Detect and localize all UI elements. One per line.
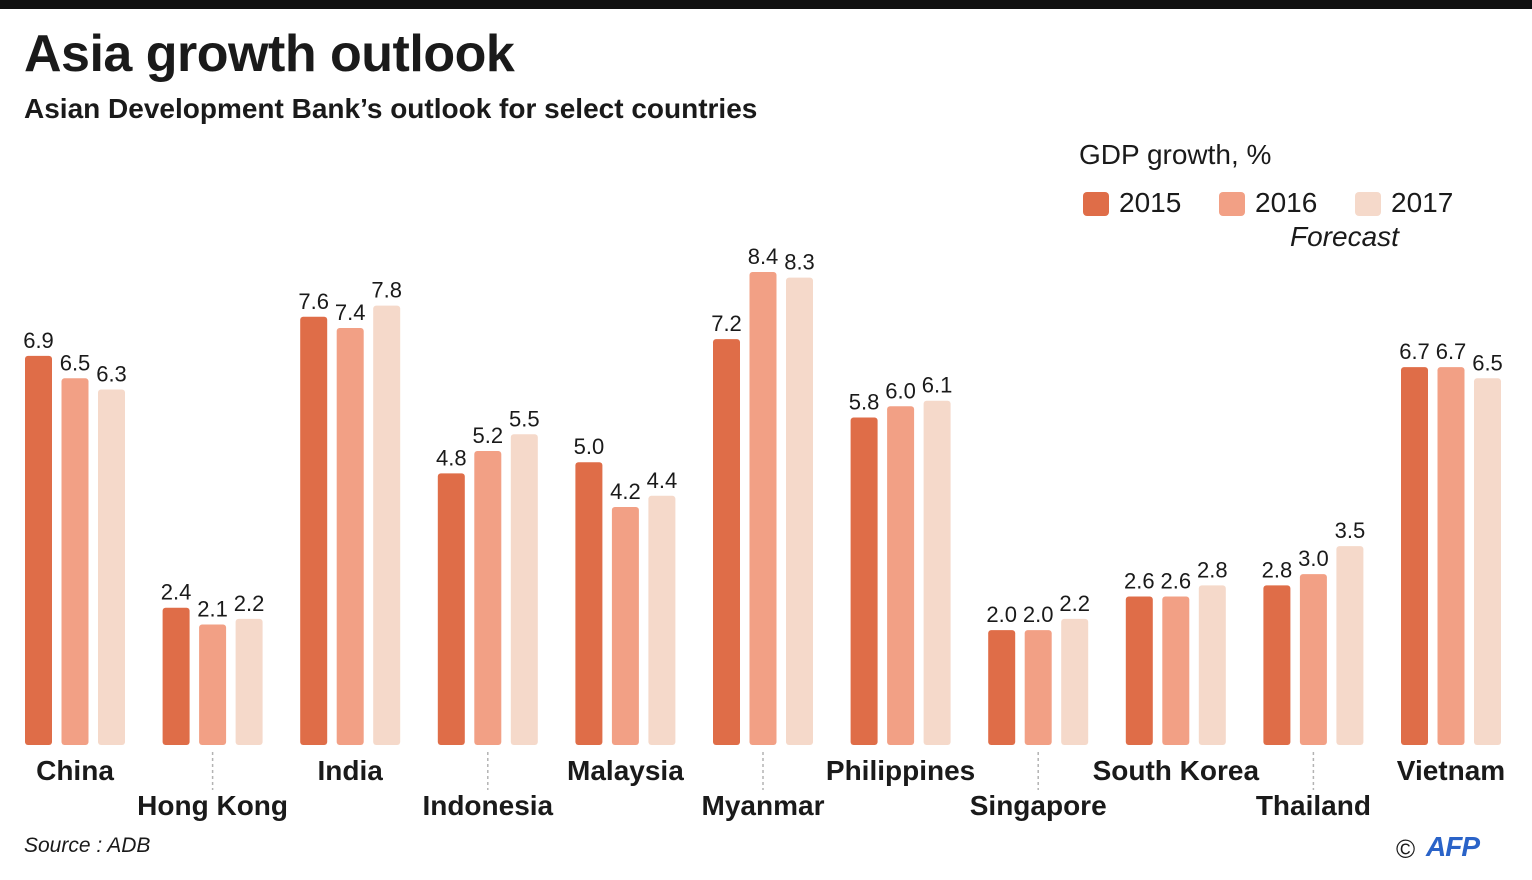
category-label-myanmar: Myanmar [702,790,825,821]
data-label-philippines-2015: 5.8 [849,389,880,414]
chart-title: Asia growth outlook [24,25,515,83]
category-label-indonesia: Indonesia [422,790,553,821]
bar-thailand-2017 [1336,546,1364,745]
bar-vietnam-2015 [1401,367,1428,745]
category-label-malaysia: Malaysia [567,755,684,786]
data-label-china-2017: 6.3 [96,362,127,387]
data-label-thailand-2015: 2.8 [1262,557,1293,582]
bar-thailand-2015 [1263,585,1291,745]
bar-hong-kong-2017 [235,618,263,745]
data-label-vietnam-2015: 6.7 [1399,339,1430,364]
bar-singapore-2017 [1061,618,1089,745]
data-label-hong-kong-2016: 2.1 [197,597,228,622]
data-label-vietnam-2017: 6.5 [1472,350,1503,375]
bar-south-korea-2016 [1162,596,1190,745]
category-label-singapore: Singapore [970,790,1107,821]
legend-swatch-2016 [1219,192,1245,216]
bar-myanmar-2015 [713,339,740,745]
data-label-south-korea-2015: 2.6 [1124,569,1155,594]
bar-malaysia-2016 [611,507,639,745]
legend-forecast-note: Forecast [1290,221,1399,252]
legend-swatch-2015 [1083,192,1109,216]
category-label-china: China [36,755,114,786]
copyright-mark: © [1396,834,1416,864]
category-label-south-korea: South Korea [1093,755,1260,786]
bar-singapore-2015 [988,630,1016,745]
bar-india-2016 [336,327,364,745]
bar-singapore-2016 [1024,630,1052,745]
bar-myanmar-2016 [749,272,777,745]
source-note: Source : ADB [24,834,151,857]
bar-vietnam-2017 [1474,378,1501,745]
bar-china-2017 [98,389,125,745]
data-label-malaysia-2015: 5.0 [574,434,605,459]
data-label-singapore-2016: 2.0 [1023,602,1054,627]
legend-label-2017: 2017 [1391,187,1454,218]
data-label-malaysia-2017: 4.4 [647,468,678,493]
data-label-myanmar-2017: 8.3 [784,250,815,275]
bar-myanmar-2017 [786,277,813,745]
data-label-indonesia-2015: 4.8 [436,445,467,470]
data-label-china-2016: 6.5 [60,350,91,375]
bar-indonesia-2015 [437,473,465,745]
data-label-india-2016: 7.4 [335,300,366,325]
category-label-thailand: Thailand [1256,790,1371,821]
bar-hong-kong-2015 [162,607,190,745]
bar-vietnam-2016 [1437,367,1465,745]
data-label-singapore-2017: 2.2 [1059,591,1090,616]
bar-malaysia-2015 [575,462,603,745]
bar-china-2016 [61,378,89,745]
data-label-hong-kong-2015: 2.4 [161,580,192,605]
bar-indonesia-2016 [474,451,502,745]
bar-malaysia-2017 [648,495,676,745]
legend-swatch-2017 [1355,192,1381,216]
category-label-vietnam: Vietnam [1397,755,1505,786]
data-label-india-2015: 7.6 [298,289,329,314]
data-label-indonesia-2017: 5.5 [509,406,540,431]
data-label-indonesia-2016: 5.2 [473,423,504,448]
bar-philippines-2016 [887,406,915,745]
data-label-myanmar-2016: 8.4 [748,244,779,269]
agency-logo: AFP [1426,831,1480,862]
data-label-thailand-2016: 3.0 [1298,546,1329,571]
bar-indonesia-2017 [510,434,538,745]
bar-india-2015 [300,316,328,745]
data-label-south-korea-2017: 2.8 [1197,557,1228,582]
bar-philippines-2017 [923,400,951,745]
data-label-hong-kong-2017: 2.2 [234,591,265,616]
bar-south-korea-2017 [1198,585,1226,745]
bar-thailand-2016 [1299,574,1327,745]
bar-china-2015 [25,355,52,745]
data-label-philippines-2016: 6.0 [885,378,916,403]
category-label-philippines: Philippines [826,755,975,786]
data-label-south-korea-2016: 2.6 [1161,569,1192,594]
bar-philippines-2015 [850,417,878,745]
top-rule [0,0,1532,9]
chart-subtitle: Asian Development Bank’s outlook for sel… [24,93,758,124]
data-label-malaysia-2016: 4.2 [610,479,641,504]
data-label-philippines-2017: 6.1 [922,373,953,398]
data-label-singapore-2015: 2.0 [986,602,1017,627]
category-label-india: India [318,755,384,786]
data-label-myanmar-2015: 7.2 [711,311,742,336]
bar-hong-kong-2016 [199,624,227,745]
data-label-china-2015: 6.9 [23,328,54,353]
data-label-vietnam-2016: 6.7 [1436,339,1467,364]
bar-india-2017 [373,305,401,745]
bar-south-korea-2015 [1125,596,1153,745]
legend-title: GDP growth, % [1079,139,1272,170]
legend-label-2015: 2015 [1119,187,1182,218]
data-label-thailand-2017: 3.5 [1335,518,1366,543]
data-label-india-2017: 7.8 [371,278,402,303]
category-label-hong-kong: Hong Kong [137,790,288,821]
legend-label-2016: 2016 [1255,187,1318,218]
